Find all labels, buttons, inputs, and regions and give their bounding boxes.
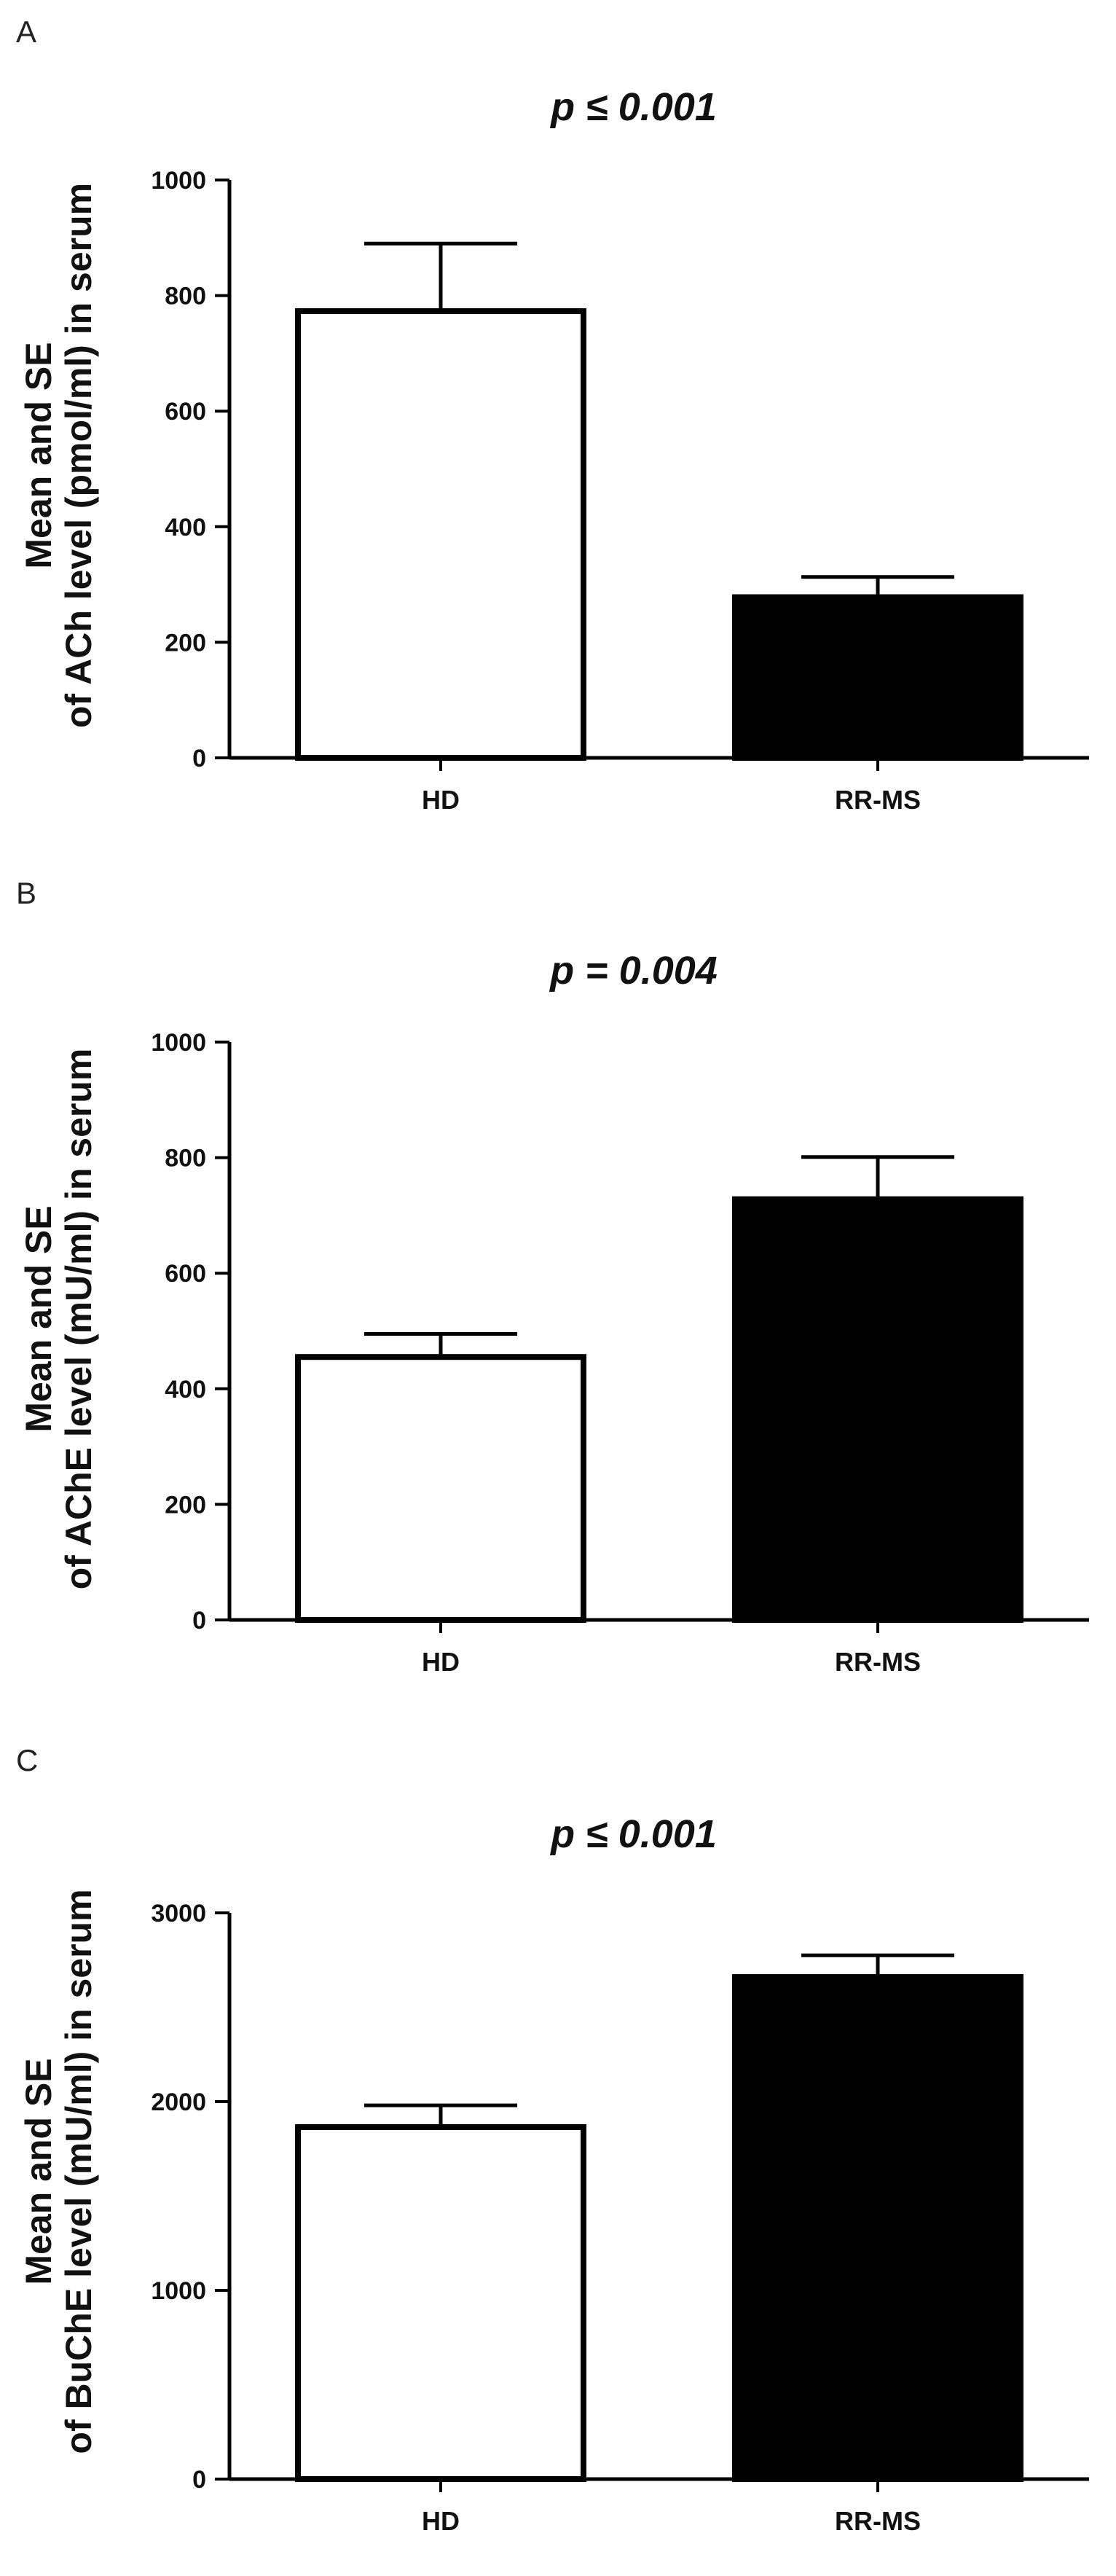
- panel-a-bars: [295, 241, 1023, 762]
- panel-c: C p ≤ 0.001 Mean and SE of BuChE level (…: [16, 1743, 1089, 2536]
- panel-c-y-label-line1: Mean and SE: [18, 2058, 59, 2285]
- panel-letter-c: C: [16, 1743, 38, 1777]
- panel-a-y-ticks: 0 200 400 600 800 1000: [151, 167, 229, 772]
- x-category-label: RR-MS: [835, 2506, 921, 2536]
- x-category-label: HD: [422, 1647, 460, 1677]
- panel-a-categories: HD RR-MS: [422, 785, 921, 815]
- y-tick-label: 600: [165, 398, 206, 426]
- y-tick-label: 200: [165, 629, 206, 657]
- panel-a-p-value: p ≤ 0.001: [549, 85, 717, 129]
- y-tick-label: 3000: [151, 1900, 206, 1927]
- panel-c-y-ticks: 0 1000 2000 3000: [151, 1900, 229, 2494]
- bar-rr-ms: [732, 1974, 1023, 2483]
- panel-b-categories: HD RR-MS: [422, 1647, 921, 1677]
- y-tick-label: 1000: [151, 1029, 206, 1057]
- panel-b-y-ticks: 0 200 400 600 800 1000: [151, 1029, 229, 1635]
- panel-b-p-value: p = 0.004: [549, 949, 718, 993]
- x-category-label: HD: [422, 2506, 460, 2536]
- y-tick-label: 400: [165, 514, 206, 541]
- bar-hd: [295, 1354, 586, 1624]
- bar-rr-ms: [732, 594, 1023, 762]
- panel-b-y-label-line1: Mean and SE: [18, 1205, 59, 1432]
- y-tick-label: 600: [165, 1260, 206, 1288]
- x-category-label: RR-MS: [835, 785, 921, 815]
- panel-b-bars: [295, 1155, 1023, 1624]
- y-tick-label: 1000: [151, 2277, 206, 2305]
- y-tick-label: 800: [165, 283, 206, 310]
- y-tick-label: 200: [165, 1491, 206, 1519]
- panel-a: A p ≤ 0.001 Mean and SE of ACh level (pm…: [16, 15, 1089, 815]
- panel-c-bars: [295, 1953, 1023, 2483]
- y-tick-label: 800: [165, 1145, 206, 1172]
- panel-c-y-label-line2: of BuChE level (mU/ml) in serum: [58, 1889, 99, 2454]
- panel-b-axes: [227, 1042, 1089, 1633]
- panel-b-y-label-line2: of AChE level (mU/ml) in serum: [58, 1049, 99, 1590]
- y-tick-label: 0: [192, 1607, 206, 1635]
- panel-b: B p = 0.004 Mean and SE of AChE level (m…: [16, 876, 1089, 1677]
- bar-rr-ms: [732, 1196, 1023, 1624]
- y-tick-label: 2000: [151, 2088, 206, 2116]
- bar-hd: [295, 308, 586, 761]
- y-tick-label: 0: [192, 745, 206, 772]
- x-category-label: HD: [422, 785, 460, 815]
- panel-a-axes: [227, 180, 1089, 771]
- panel-c-axes: [227, 1913, 1089, 2492]
- bar-hd: [295, 2123, 586, 2483]
- x-category-label: RR-MS: [835, 1647, 921, 1677]
- panel-a-y-label-line1: Mean and SE: [18, 342, 59, 568]
- panel-c-categories: HD RR-MS: [422, 2506, 921, 2536]
- panel-letter-a: A: [16, 15, 36, 49]
- panel-letter-b: B: [16, 876, 36, 910]
- y-tick-label: 1000: [151, 167, 206, 195]
- panel-c-p-value: p ≤ 0.001: [549, 1812, 717, 1856]
- y-tick-label: 0: [192, 2466, 206, 2494]
- y-tick-label: 400: [165, 1376, 206, 1404]
- panel-a-y-label-line2: of ACh level (pmol/ml) in serum: [58, 183, 99, 728]
